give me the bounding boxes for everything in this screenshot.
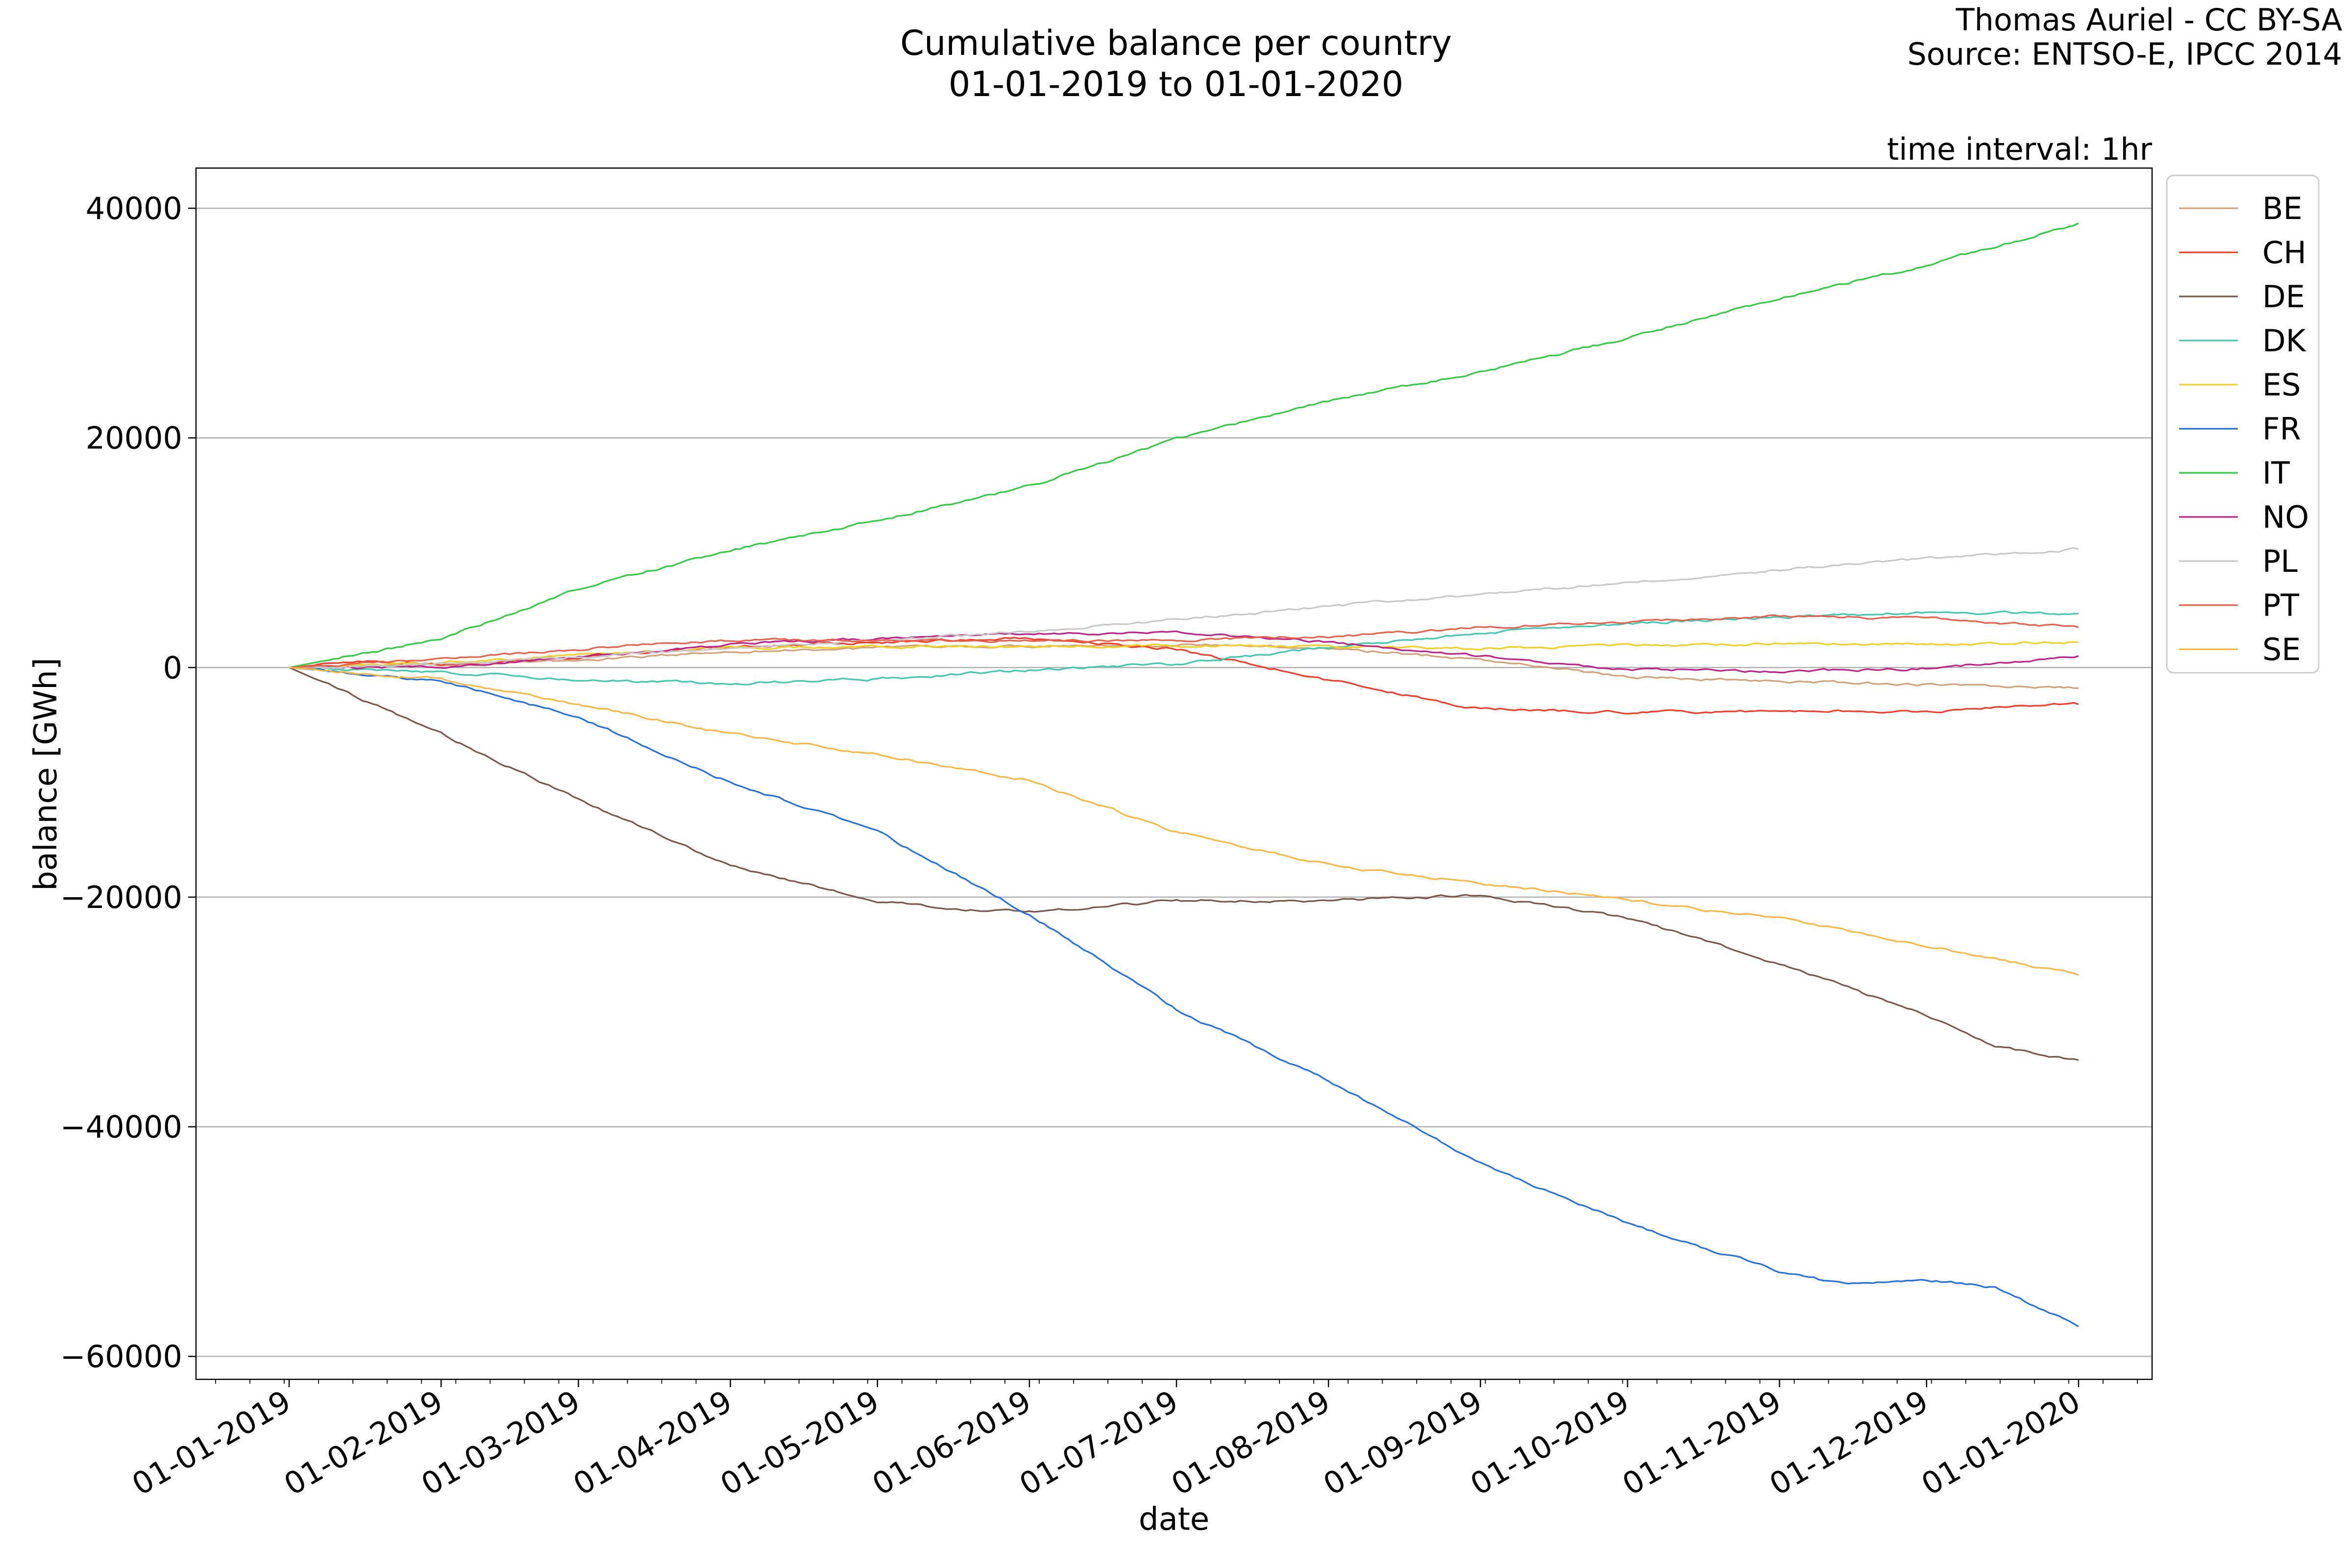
series-line-it: [289, 222, 2079, 668]
series-lines: [289, 222, 2079, 1327]
series-line-es: [289, 641, 2079, 668]
legend-label-pt: PT: [2262, 588, 2300, 623]
legend-label-de: DE: [2262, 279, 2305, 315]
y-tick-label: 0: [163, 650, 182, 686]
series-line-pt: [289, 614, 2079, 668]
y-tick-label: −60000: [60, 1339, 182, 1374]
chart-title-line-2: 01-01-2019 to 01-01-2020: [949, 64, 1403, 104]
y-tick-label: 20000: [86, 420, 182, 456]
legend-label-dk: DK: [2262, 323, 2306, 359]
y-axis-label: balance [GWh]: [28, 658, 64, 891]
series-line-fr: [289, 666, 2079, 1327]
credit-source: Source: ENTSO-E, IPCC 2014: [1907, 36, 2342, 72]
y-tick-label: −20000: [60, 880, 182, 915]
y-tick-label: 40000: [86, 191, 182, 226]
legend-label-ch: CH: [2262, 235, 2306, 270]
x-axis-label: date: [1139, 1501, 1209, 1538]
legend-label-fr: FR: [2262, 411, 2301, 447]
series-line-pl: [289, 547, 2079, 669]
legend-box: [2166, 174, 2320, 674]
legend-label-se: SE: [2262, 632, 2301, 667]
grid-lines: [196, 207, 2152, 1357]
legend-label-be: BE: [2262, 191, 2303, 226]
series-line-de: [289, 666, 2079, 1061]
series-line-dk: [289, 610, 2079, 686]
legend-label-it: IT: [2262, 455, 2290, 491]
y-tick-label: −40000: [60, 1109, 182, 1145]
legend-label-es: ES: [2262, 367, 2301, 403]
series-line-se: [289, 666, 2079, 976]
legend: BE CH DE DK ES FR IT NO PL PT SE: [2166, 174, 2320, 674]
y-axis: 40000 20000 0 −20000 −40000 −60000: [60, 191, 196, 1374]
plot-frame: [195, 167, 2153, 1380]
legend-label-no: NO: [2262, 499, 2309, 535]
time-interval-annotation: time interval: 1hr: [1887, 131, 2152, 167]
chart-title-line-1: Cumulative balance per country: [900, 23, 1452, 63]
series-line-no: [289, 630, 2079, 674]
legend-label-pl: PL: [2262, 543, 2298, 579]
credit-author: Thomas Auriel - CC BY-SA: [1956, 2, 2342, 38]
series-line-be: [289, 643, 2079, 689]
